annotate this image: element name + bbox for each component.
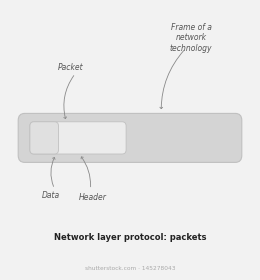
Text: Packet: Packet — [57, 63, 83, 72]
Text: Data: Data — [42, 192, 60, 200]
Text: Header: Header — [78, 193, 106, 202]
Text: Frame of a
network
technology: Frame of a network technology — [170, 23, 212, 53]
FancyBboxPatch shape — [30, 122, 58, 154]
Text: shutterstock.com · 145278043: shutterstock.com · 145278043 — [85, 266, 175, 271]
FancyBboxPatch shape — [30, 122, 126, 154]
FancyBboxPatch shape — [18, 113, 242, 162]
Text: Network layer protocol: packets: Network layer protocol: packets — [54, 234, 206, 242]
